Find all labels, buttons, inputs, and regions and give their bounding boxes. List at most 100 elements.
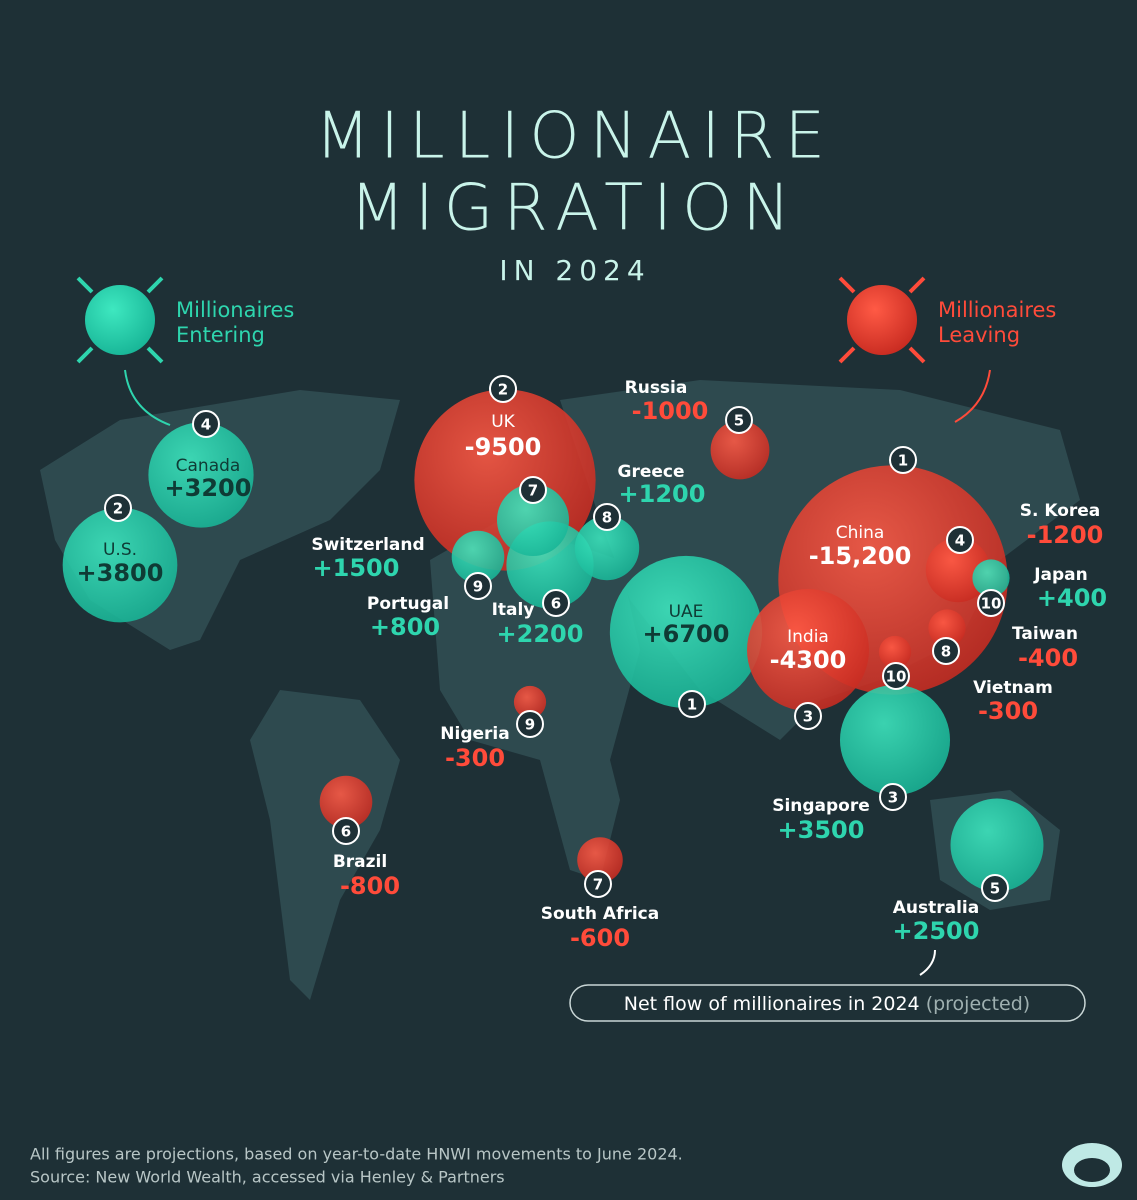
- country-value: +3500: [778, 816, 865, 844]
- country-name: S. Korea: [1020, 501, 1101, 521]
- bubble: [574, 515, 640, 581]
- bubble: [451, 530, 505, 584]
- bubble: [513, 685, 547, 719]
- bubble: [710, 420, 770, 480]
- bubble: [928, 609, 966, 647]
- title-line: MILLIONAIRE: [315, 100, 835, 174]
- bubble: [319, 775, 373, 829]
- rank-number: 5: [990, 880, 1000, 898]
- note-text: Net flow of millionaires in 2024 (projec…: [624, 993, 1030, 1015]
- rank-badge: [882, 662, 910, 690]
- rank-badge: [519, 476, 547, 504]
- rank-badge: [104, 494, 132, 522]
- country-value: +1500: [313, 554, 400, 582]
- rank-badge: [889, 446, 917, 474]
- bubble: [747, 589, 869, 711]
- rank-number: 9: [473, 578, 483, 596]
- legend-label: Millionaires: [176, 298, 294, 322]
- legend-pointer: [954, 369, 991, 423]
- rank-number: 8: [941, 643, 951, 661]
- country-value: +2500: [893, 917, 980, 945]
- rank-number: 2: [498, 381, 508, 399]
- title: MILLIONAIRE MIGRATION IN 2024: [315, 100, 835, 288]
- subtitle: IN 2024: [499, 254, 650, 287]
- country-value: -600: [570, 924, 630, 952]
- legend-entering: Millionaires Entering: [76, 276, 294, 426]
- country-name: India: [787, 627, 829, 647]
- rank-number: 1: [898, 452, 908, 470]
- country-name: UK: [491, 412, 515, 432]
- country-value: -15,200: [809, 542, 912, 570]
- country-value: -1200: [1027, 521, 1104, 549]
- title-line: MIGRATION: [350, 172, 801, 246]
- footnote: Source: New World Wealth, accessed via H…: [30, 1168, 505, 1187]
- bubble: [925, 537, 991, 603]
- country-name: Brazil: [333, 852, 387, 872]
- rank-number: 9: [525, 716, 535, 734]
- rank-badge: [977, 589, 1005, 617]
- legend-icon: [847, 285, 917, 355]
- rank-number: 3: [803, 708, 813, 726]
- rank-number: 10: [886, 668, 907, 686]
- legend-icon: [85, 285, 155, 355]
- rank-number: 7: [528, 482, 538, 500]
- country-name: China: [836, 523, 885, 543]
- country-name: Nigeria: [440, 724, 509, 744]
- legend-label: Leaving: [938, 323, 1020, 347]
- logo: [1062, 1143, 1122, 1187]
- country-value: +2200: [497, 620, 584, 648]
- country-value: -9500: [465, 433, 542, 461]
- rank-badge: [932, 637, 960, 665]
- country-name: Vietnam: [973, 678, 1053, 698]
- country-value: -800: [340, 872, 400, 900]
- rank-badge: [464, 572, 492, 600]
- country-value: +3200: [165, 474, 252, 502]
- country-name: Russia: [625, 378, 688, 398]
- country-value: -400: [1018, 644, 1078, 672]
- rank-badge: [725, 406, 753, 434]
- rank-badge: [516, 710, 544, 738]
- legend-arrows: [76, 276, 164, 364]
- bubble: [496, 483, 570, 557]
- bubble: [950, 798, 1044, 892]
- rank-badge: [332, 817, 360, 845]
- country-name: South Africa: [541, 904, 660, 924]
- country-value: -4300: [770, 646, 847, 674]
- rank-badge: [794, 702, 822, 730]
- country-value: -300: [978, 697, 1038, 725]
- note-box: [569, 984, 1086, 1022]
- rank-number: 4: [955, 532, 965, 550]
- note-main: Net flow of millionaires in 2024: [624, 993, 920, 1015]
- rank-number: 10: [981, 595, 1002, 613]
- rank-number: 8: [602, 509, 612, 527]
- rank-badge: [584, 870, 612, 898]
- country-name: Singapore: [772, 796, 870, 816]
- legend-label: Millionaires: [938, 298, 1056, 322]
- rank-badge: [192, 410, 220, 438]
- rank-badge: [678, 690, 706, 718]
- country-name: Japan: [1033, 565, 1088, 585]
- country-value: -1000: [632, 397, 709, 425]
- bubble: [972, 559, 1010, 597]
- country-name: UAE: [669, 602, 704, 622]
- rank-badge: [542, 589, 570, 617]
- rank-badge: [981, 874, 1009, 902]
- rank-badge: [879, 783, 907, 811]
- country-value: +6700: [643, 620, 730, 648]
- rank-badge: [593, 503, 621, 531]
- country-value: +3800: [77, 559, 164, 587]
- rank-number: 6: [341, 823, 351, 841]
- country-name: Canada: [176, 456, 241, 476]
- rank-number: 2: [113, 500, 123, 518]
- bubble: [577, 837, 623, 883]
- footnote: All figures are projections, based on ye…: [30, 1145, 683, 1164]
- note-qualifier: (projected): [926, 993, 1031, 1015]
- country-name: Italy: [492, 600, 535, 620]
- country-name: Portugal: [367, 594, 449, 614]
- rank-number: 4: [201, 416, 211, 434]
- bubble: [878, 635, 912, 669]
- bubble: [62, 507, 178, 623]
- country-value: +800: [370, 613, 440, 641]
- legend-leaving: Millionaires Leaving: [838, 276, 1056, 423]
